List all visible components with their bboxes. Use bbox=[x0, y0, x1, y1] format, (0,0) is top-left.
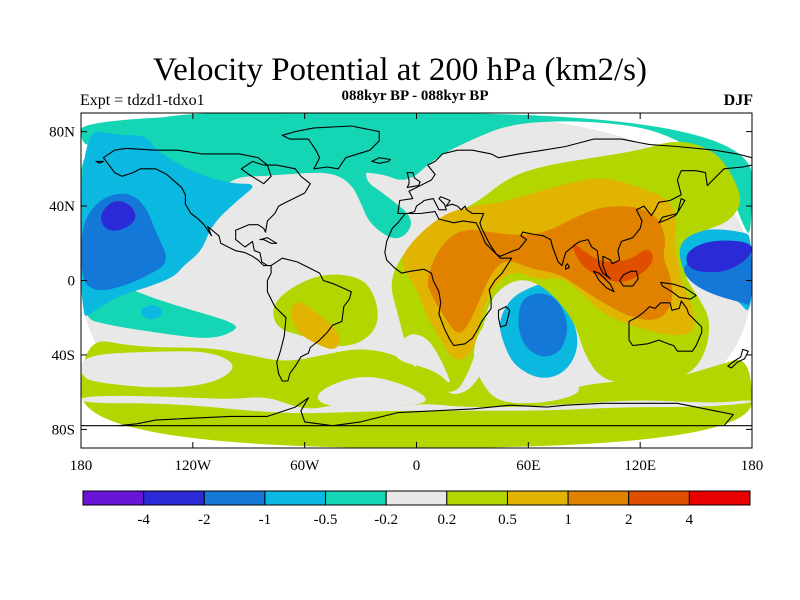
colorbar-label: -1 bbox=[259, 512, 272, 528]
coastline-greenland bbox=[281, 125, 380, 170]
y-tick-label: 0 bbox=[68, 274, 76, 290]
coastline-south-america bbox=[266, 257, 352, 382]
coastline-japan bbox=[658, 198, 686, 224]
colorbar-swatch bbox=[446, 490, 508, 506]
contour-region bbox=[427, 206, 673, 333]
coastline-cuba bbox=[259, 237, 278, 244]
contour-region bbox=[686, 240, 752, 273]
chart-subtitle: 088kyr BP - 088kyr BP bbox=[341, 88, 489, 104]
contour-region bbox=[317, 377, 426, 408]
coastline-sri-lanka bbox=[565, 263, 570, 270]
contour-region bbox=[140, 305, 163, 320]
y-tick-label: 80S bbox=[52, 422, 75, 438]
colorbar-swatch bbox=[506, 490, 569, 506]
coastlines bbox=[81, 125, 752, 427]
x-tick-label: 120W bbox=[174, 458, 212, 474]
colorbar-label: 1 bbox=[564, 512, 572, 528]
contour-region bbox=[395, 334, 450, 383]
contour-region bbox=[81, 253, 236, 338]
x-tick-label: 0 bbox=[413, 458, 421, 474]
colorbar-label: 0.2 bbox=[437, 512, 456, 528]
season-label: DJF bbox=[723, 92, 753, 109]
colorbar-label: 2 bbox=[625, 512, 633, 528]
experiment-label: Expt = tdzd1-tdxo1 bbox=[80, 92, 205, 109]
colorbar-swatch bbox=[325, 490, 387, 506]
coastline-africa bbox=[384, 211, 513, 347]
colorbar-swatch bbox=[567, 490, 630, 506]
colorbar-label: -2 bbox=[198, 512, 211, 528]
coastline-eurasia bbox=[397, 138, 752, 280]
colorbar-swatch bbox=[628, 490, 690, 506]
colorbar-swatch bbox=[143, 490, 205, 506]
y-tick-label: 40N bbox=[49, 199, 75, 215]
y-tick-label: 40S bbox=[52, 348, 75, 364]
x-tick-label: 60W bbox=[290, 458, 320, 474]
colorbar-label: 4 bbox=[686, 512, 694, 528]
coastline-north-america bbox=[102, 147, 311, 267]
coastline-madagascar bbox=[497, 306, 511, 328]
x-tick-label: 60E bbox=[516, 458, 540, 474]
colorbar-label: -0.5 bbox=[314, 512, 338, 528]
coastline-borneo bbox=[619, 270, 639, 287]
colorbar-label: 0.5 bbox=[498, 512, 517, 528]
colorbar-swatch bbox=[688, 490, 751, 506]
colorbar-label: -0.2 bbox=[374, 512, 398, 528]
contour-region bbox=[101, 201, 136, 231]
colorbar-swatch bbox=[82, 490, 145, 506]
y-tick-label: 80N bbox=[49, 125, 75, 141]
x-tick-label: 180 bbox=[741, 458, 764, 474]
contour-region bbox=[473, 321, 579, 404]
coastline-australia bbox=[628, 300, 703, 352]
colorbar-swatch bbox=[203, 490, 266, 506]
coastline-sumatra bbox=[593, 270, 615, 293]
coastline-new-guinea bbox=[660, 281, 697, 300]
colorbar: -4 -2 -1 -0.5 -0.2 0.2 0.5 1 2 4 bbox=[82, 490, 751, 528]
colorbar-swatch bbox=[385, 490, 448, 506]
coastline-great-britain bbox=[406, 172, 421, 188]
contour-region bbox=[291, 302, 340, 349]
field-contours bbox=[81, 113, 752, 448]
contour-region bbox=[81, 351, 233, 388]
coastline-alaska-islands bbox=[95, 160, 104, 164]
coastline-new-zealand bbox=[727, 348, 749, 369]
coastline-antarctica bbox=[81, 397, 752, 427]
contour-region bbox=[518, 293, 568, 357]
contour-region bbox=[81, 113, 411, 239]
colorbar-label: -4 bbox=[137, 512, 150, 528]
colorbar-swatch bbox=[264, 490, 327, 506]
contour-region bbox=[81, 395, 752, 414]
x-tick-label: 180 bbox=[70, 458, 93, 474]
x-tick-label: 120E bbox=[624, 458, 656, 474]
chart-title: Velocity Potential at 200 hPa (km2/s) bbox=[152, 52, 648, 88]
coastline-iceland bbox=[371, 157, 391, 164]
map-axes: 180 120W 60W 0 60E 120E 180 80N 40N 0 40S 80S bbox=[49, 113, 763, 474]
